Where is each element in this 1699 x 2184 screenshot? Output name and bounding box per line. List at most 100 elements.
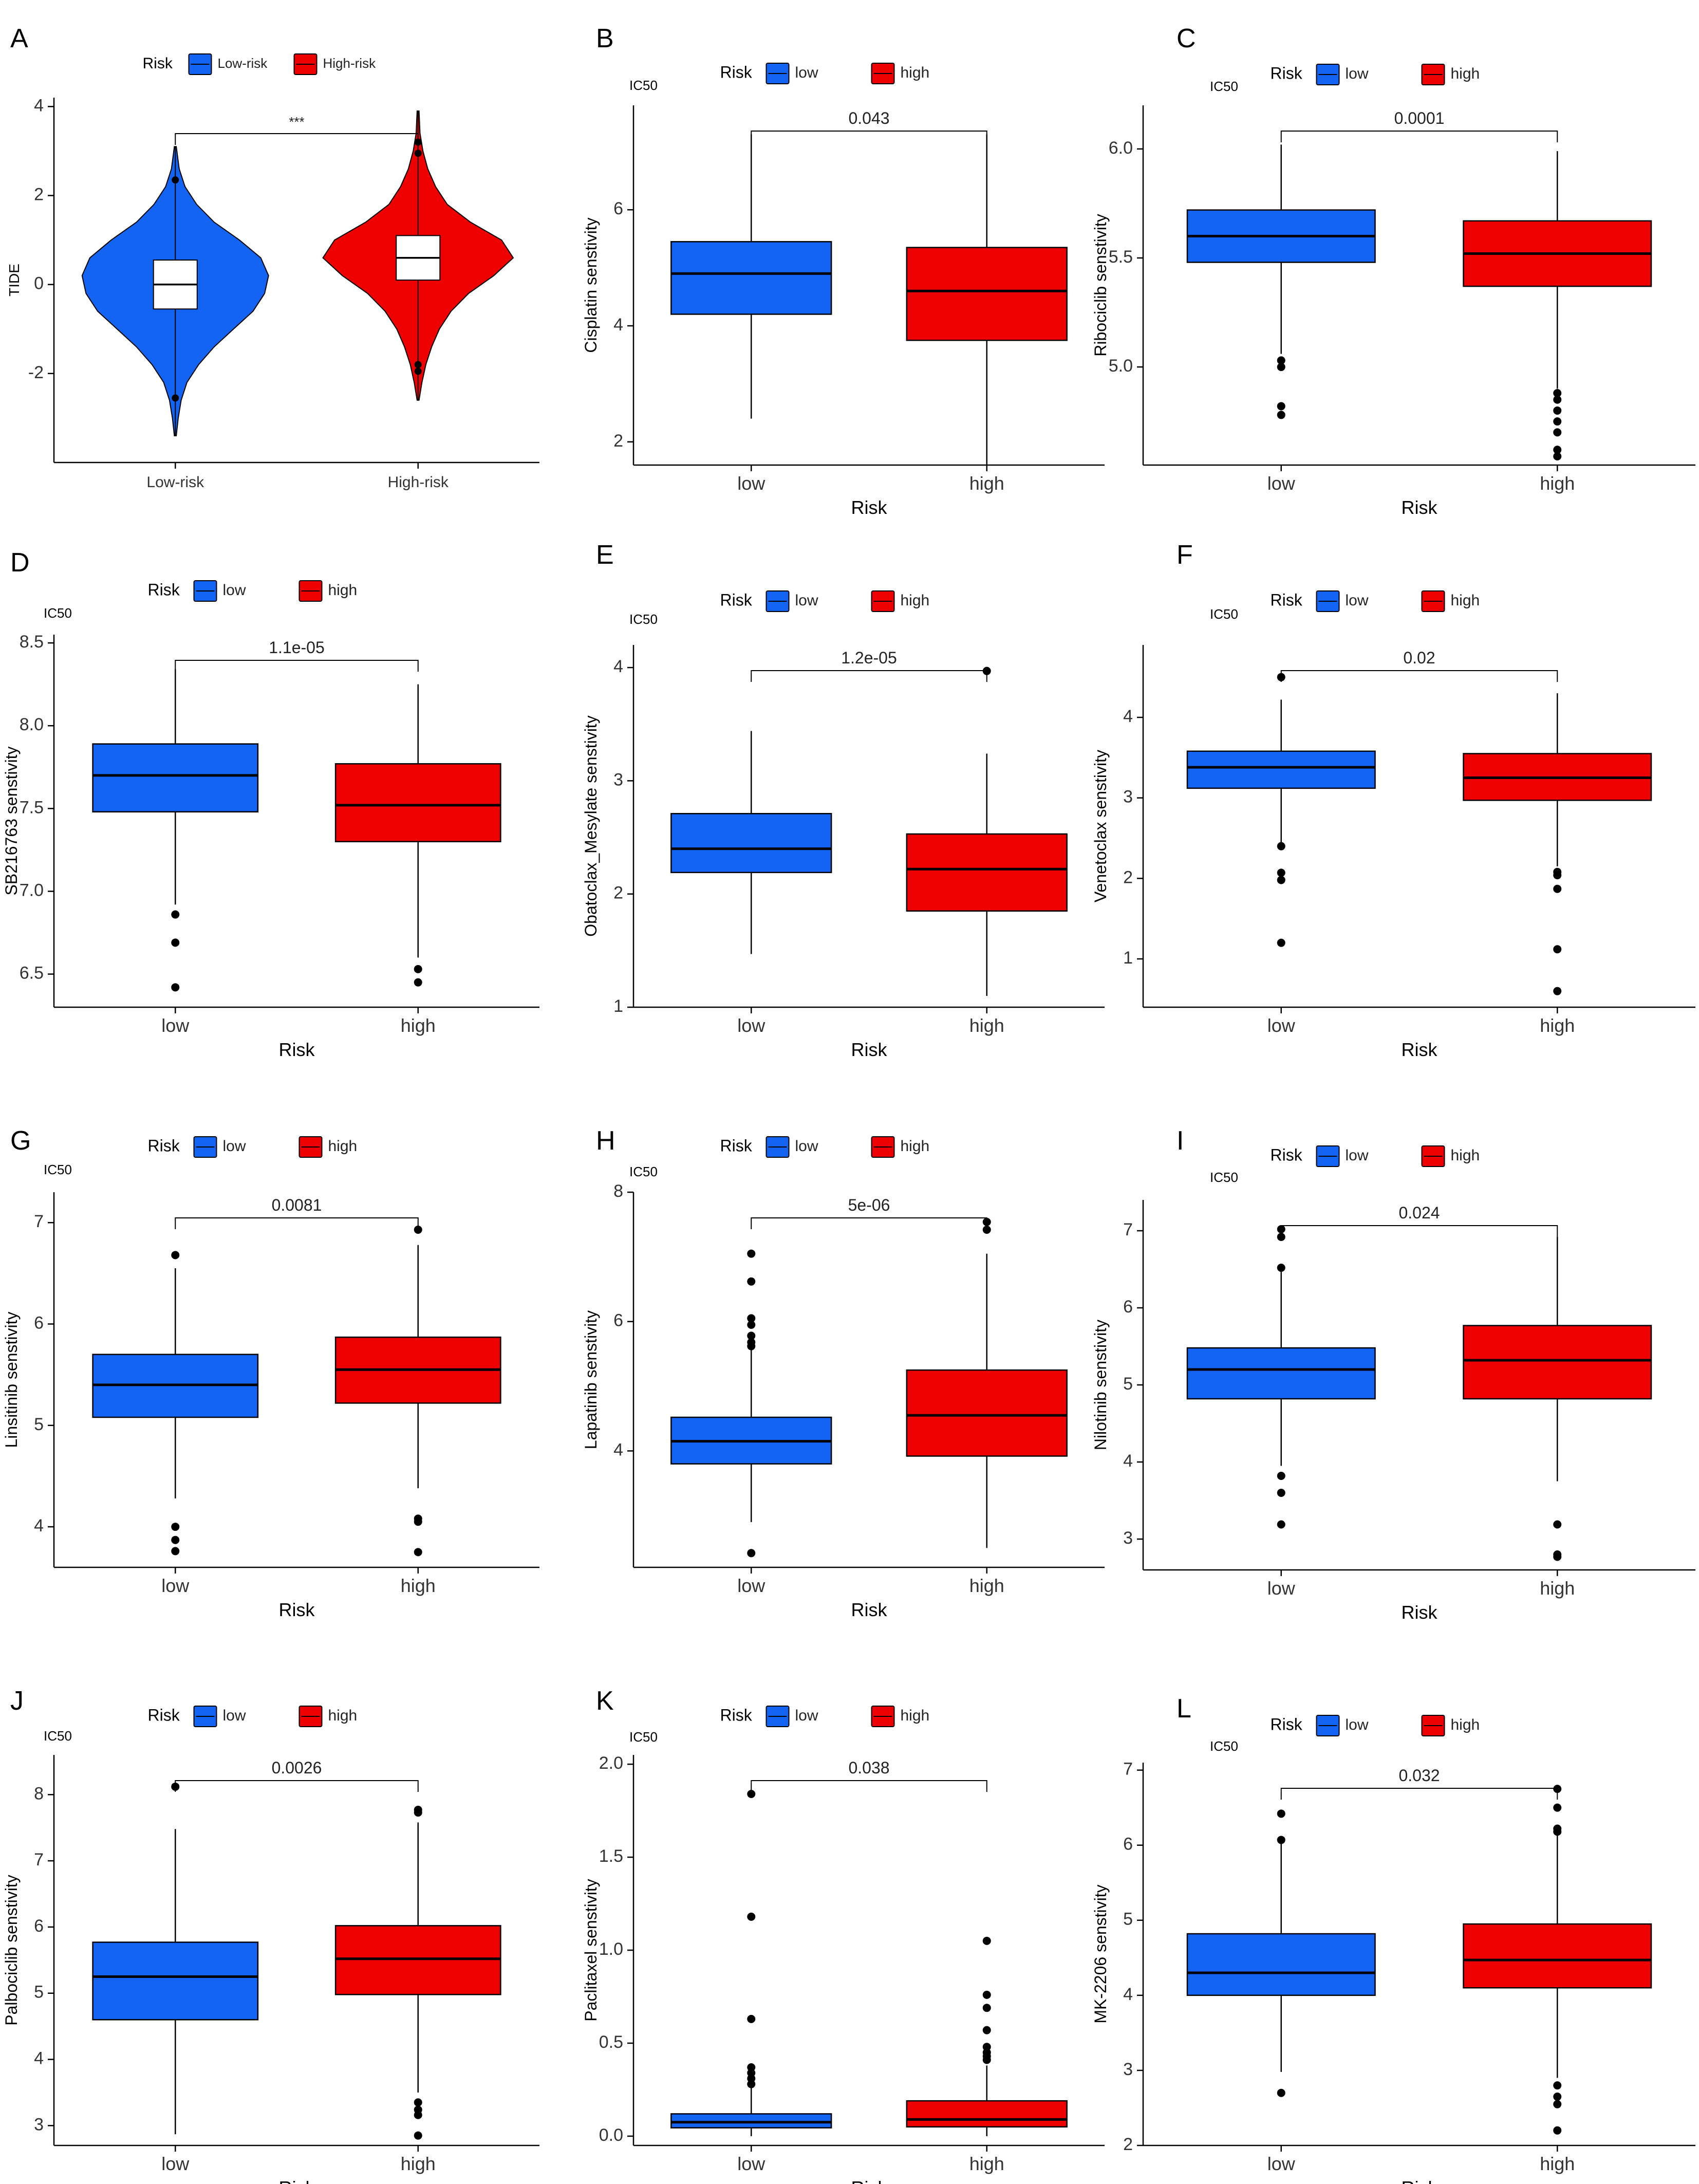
x-axis-title: Risk: [1402, 1039, 1438, 1060]
x-tick-label: Low-risk: [146, 474, 204, 491]
y-tick-label: 6: [1123, 1835, 1133, 1854]
outlier-point: [747, 1321, 756, 1329]
significance-bracket: [175, 133, 419, 145]
significance-bracket: [1280, 1788, 1558, 1800]
box-high: [334, 763, 501, 843]
y-tick-label: 4: [613, 315, 623, 335]
outlier-point: [172, 394, 179, 402]
outlier-point: [747, 1790, 756, 1798]
outlier-point: [747, 1331, 756, 1340]
outlier-point: [982, 2056, 991, 2064]
x-tick-label: high: [969, 1575, 1004, 1596]
y-axis-title: Linsitinib senstivity: [2, 1312, 21, 1448]
y-axis-title: Paclitaxel senstivity: [582, 1879, 600, 2021]
legend-label-low: low: [1346, 65, 1369, 82]
outlier-point: [747, 1277, 756, 1286]
y-tick-label: 0.5: [599, 2032, 623, 2052]
y-tick-label: 3: [34, 2115, 44, 2134]
outlier-point: [982, 1226, 991, 1234]
y-tick-label: 7.0: [20, 880, 44, 900]
legend-label-low: low: [1346, 592, 1369, 609]
unit-label: IC50: [44, 1728, 72, 1744]
significance-bracket: [751, 1780, 987, 1792]
panel-label: J: [10, 1686, 24, 1716]
y-tick-label: 2: [613, 431, 623, 451]
y-tick-label: 8.5: [20, 632, 44, 652]
x-tick-label: high: [401, 1575, 436, 1596]
y-axis-title: Ribociclib senstivity: [1091, 214, 1110, 356]
legend-label-low: low: [223, 582, 246, 599]
legend-label-high: high: [1451, 65, 1480, 82]
y-tick-label: 7: [1123, 1760, 1133, 1779]
box-low: [1186, 750, 1376, 789]
unit-label: IC50: [1210, 606, 1238, 622]
p-value-label: 0.043: [848, 109, 889, 127]
outlier-point: [1277, 868, 1285, 877]
box-high: [1463, 1923, 1652, 1989]
outlier-point: [1277, 1520, 1285, 1529]
y-tick-label: 5: [1123, 1374, 1133, 1394]
significance-bracket: [175, 1780, 419, 1792]
x-tick-label: High-risk: [388, 474, 449, 491]
outlier-point: [171, 983, 180, 992]
y-tick-label: 6: [34, 1916, 44, 1936]
y-tick-label: 0.0: [599, 2125, 623, 2145]
legend-label-low: low: [223, 1707, 246, 1724]
outlier-point: [982, 1936, 991, 1945]
outlier-point: [747, 2080, 756, 2088]
legend-label-low: low: [223, 1138, 246, 1155]
outlier-point: [1553, 395, 1562, 404]
box-high: [906, 2100, 1068, 2128]
legend-label-low: low: [795, 592, 818, 609]
y-tick-label: 5.5: [1109, 247, 1133, 267]
legend-title: Risk: [1271, 590, 1303, 609]
y-tick-label: 1: [1123, 948, 1133, 968]
outlier-point: [1277, 1489, 1285, 1497]
y-tick-label: 4: [613, 657, 623, 676]
x-axis-title: Risk: [279, 1599, 315, 1620]
unit-label: IC50: [629, 78, 658, 93]
unit-label: IC50: [44, 605, 72, 621]
y-tick-label: 6: [613, 1311, 623, 1330]
y-axis-title: Lapatinib senstivity: [582, 1310, 600, 1449]
outlier-point: [1553, 446, 1562, 454]
legend-label-low-risk: Low-risk: [218, 55, 268, 71]
y-tick-label: 4: [34, 2049, 44, 2068]
outlier-point: [1553, 406, 1562, 415]
significance-bracket: [1280, 1225, 1558, 1237]
significance-bracket: [1280, 131, 1558, 142]
legend-label-low: low: [795, 1138, 818, 1155]
outlier-point: [414, 1517, 422, 1526]
outlier-point: [1553, 2093, 1562, 2101]
outlier-point: [414, 2098, 422, 2107]
outlier-point: [171, 1523, 180, 1531]
y-tick-label: 8.0: [20, 715, 44, 734]
panel-label: C: [1177, 24, 1196, 53]
legend-label-high: high: [1451, 592, 1480, 609]
y-tick-label: 2.0: [599, 1753, 623, 1773]
outlier-point: [747, 1314, 756, 1323]
outlier-point: [171, 938, 180, 947]
outlier-point: [1553, 1520, 1562, 1529]
y-tick-label: 6: [613, 199, 623, 218]
y-tick-label: 2: [613, 883, 623, 903]
unit-label: IC50: [629, 612, 658, 627]
legend-title: Risk: [1271, 1145, 1303, 1164]
outlier-point: [1553, 871, 1562, 880]
outlier-point: [414, 965, 422, 973]
outlier-point: [172, 176, 179, 184]
panel-label: E: [596, 540, 614, 570]
outlier-point: [982, 1990, 991, 1999]
outlier-point: [1553, 987, 1562, 995]
legend-label-high-risk: High-risk: [323, 55, 377, 71]
y-tick-label: 4: [613, 1440, 623, 1459]
outlier-point: [414, 1808, 422, 1817]
outlier-point: [1277, 2088, 1285, 2097]
unit-label: IC50: [629, 1164, 658, 1179]
box-high: [906, 247, 1068, 341]
outlier-point: [171, 1535, 180, 1544]
y-tick-label: 1.5: [599, 1846, 623, 1866]
unit-label: IC50: [1210, 79, 1238, 94]
outlier-point: [1277, 363, 1285, 372]
x-tick-label: low: [1267, 1578, 1296, 1599]
